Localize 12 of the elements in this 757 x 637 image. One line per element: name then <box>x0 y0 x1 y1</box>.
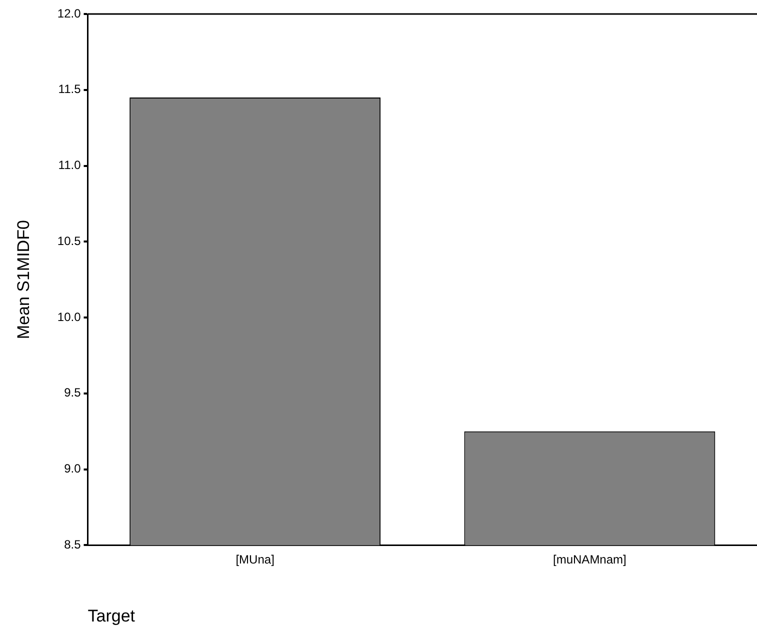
y-tick-label: 10.5 <box>57 234 82 248</box>
x-axis-title: Target <box>88 606 136 626</box>
y-tick-label: 11.0 <box>58 158 82 172</box>
x-tick-label: [muNAMnam] <box>553 552 626 567</box>
y-tick-label: 10.0 <box>57 310 82 324</box>
y-tick-label: 9.0 <box>64 462 82 476</box>
y-tick-label: 9.5 <box>64 386 82 400</box>
y-tick-label: 8.5 <box>64 538 82 552</box>
y-tick-label: 11.5 <box>58 82 82 96</box>
y-tick-label: 12.0 <box>57 6 82 20</box>
y-axis-title: Mean S1MIDF0 <box>14 220 33 340</box>
x-tick-label: [MUna] <box>236 552 274 567</box>
